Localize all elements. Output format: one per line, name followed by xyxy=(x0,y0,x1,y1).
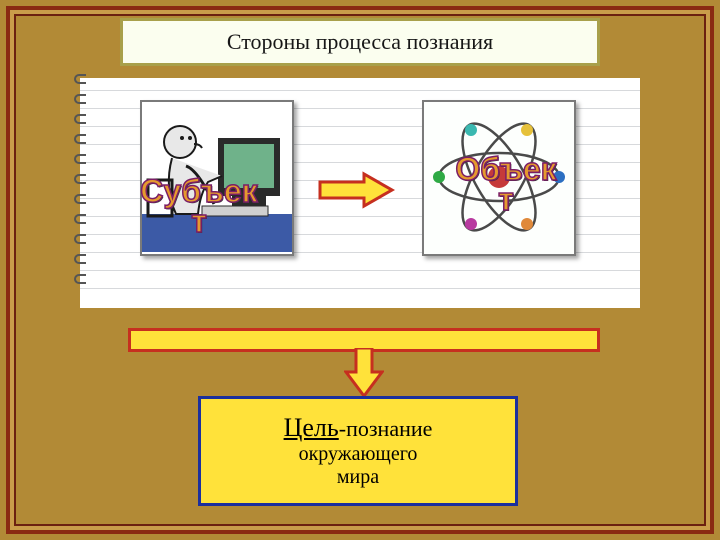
goal-box: Цель-познание окружающего мира xyxy=(198,396,518,506)
subject-label: Субъек т xyxy=(114,176,284,237)
slide: Стороны процесса познания xyxy=(0,0,720,540)
arrow-right-icon xyxy=(316,170,396,210)
subject-label-line2: т xyxy=(191,203,207,239)
arrow-down-icon xyxy=(344,348,384,398)
goal-line3: мира xyxy=(337,466,379,489)
title-text: Стороны процесса познания xyxy=(227,29,493,55)
spiral-binding xyxy=(74,74,88,294)
goal-bold: Цель xyxy=(284,413,339,442)
title-box: Стороны процесса познания xyxy=(120,18,600,66)
object-label: Объек т xyxy=(420,154,592,215)
goal-line1: Цель-познание xyxy=(284,413,433,443)
goal-line2: окружающего xyxy=(299,443,418,466)
goal-rest: -познание xyxy=(339,416,433,441)
object-label-line2: т xyxy=(498,181,514,217)
